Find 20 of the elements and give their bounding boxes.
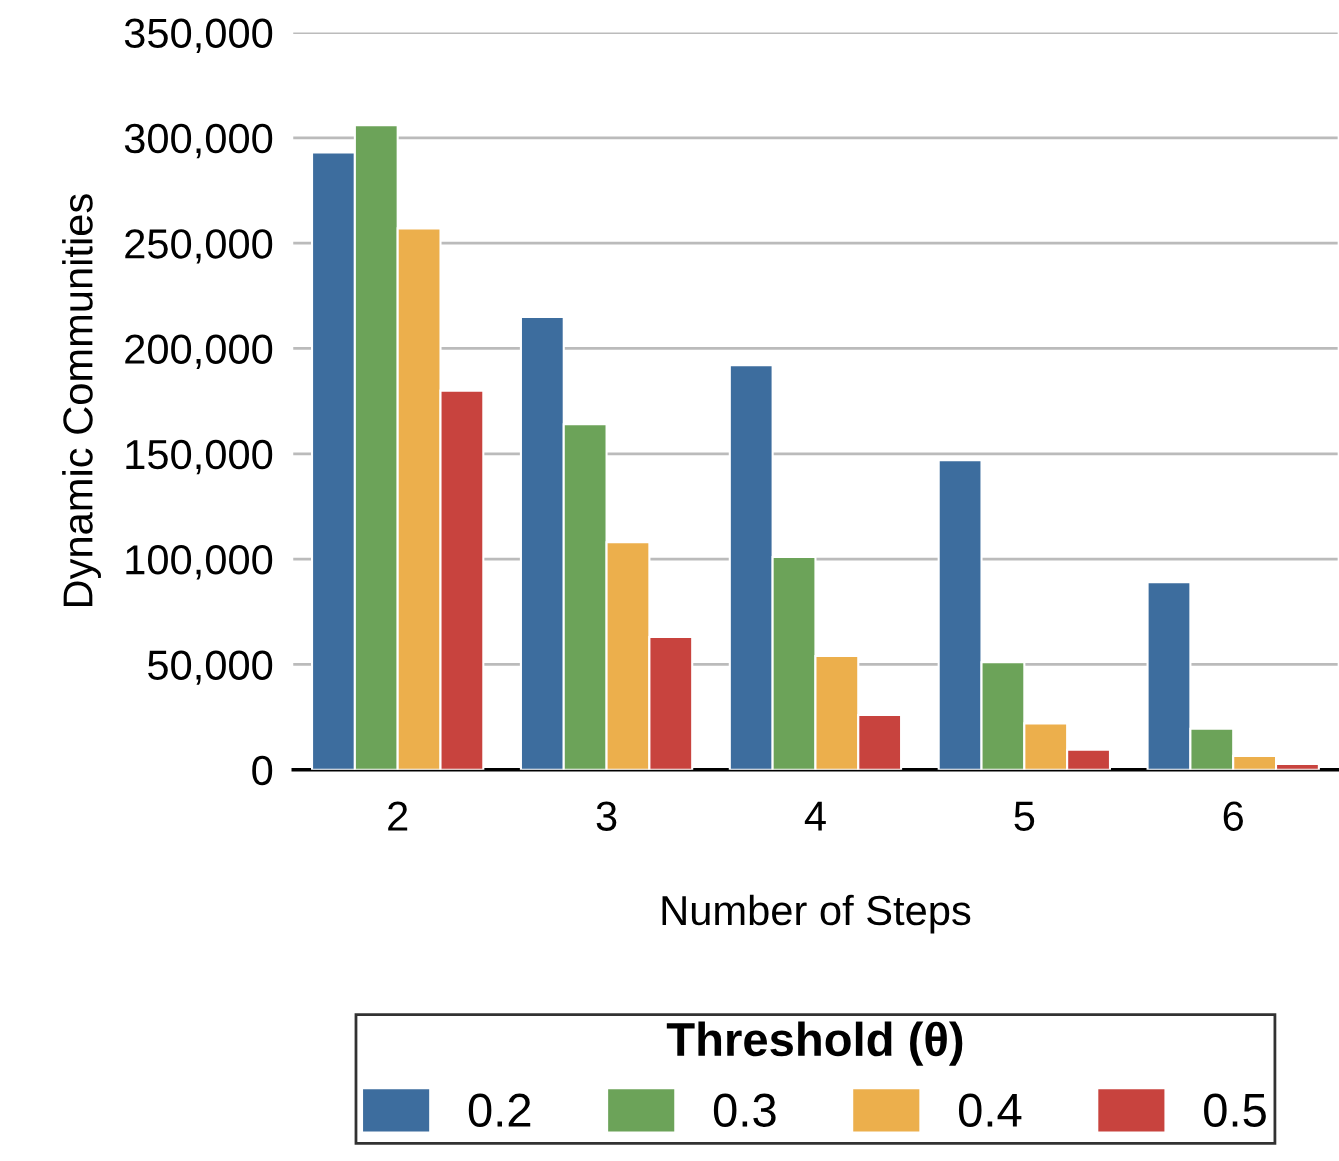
x-axis-title: Number of Steps xyxy=(662,894,971,934)
x-tick-label: 2 xyxy=(388,801,408,831)
legend-label: 0.3 xyxy=(713,1093,776,1128)
y-tick-label: 0 xyxy=(252,755,273,786)
y-tick-label: 100,000 xyxy=(126,545,273,580)
y-axis-title: Dynamic Communities xyxy=(62,194,101,607)
x-tick-label: 3 xyxy=(596,801,617,831)
x-tick-label: 4 xyxy=(804,801,826,831)
legend-title: Threshold (θ) xyxy=(666,1021,963,1066)
y-tick-label: 150,000 xyxy=(126,439,273,475)
y-tick-label: 300,000 xyxy=(124,123,273,159)
x-tick-label: 5 xyxy=(1014,801,1035,831)
x-tick-label: 6 xyxy=(1223,801,1243,831)
y-tick-label: 200,000 xyxy=(125,334,273,369)
y-tick-label: 250,000 xyxy=(125,229,273,264)
legend-label: 0.2 xyxy=(468,1093,531,1128)
legend-label: 0.4 xyxy=(958,1093,1022,1128)
y-tick-label: 50,000 xyxy=(148,650,273,685)
legend-label: 0.5 xyxy=(1204,1093,1266,1128)
y-tick-label: 350,000 xyxy=(124,18,273,53)
